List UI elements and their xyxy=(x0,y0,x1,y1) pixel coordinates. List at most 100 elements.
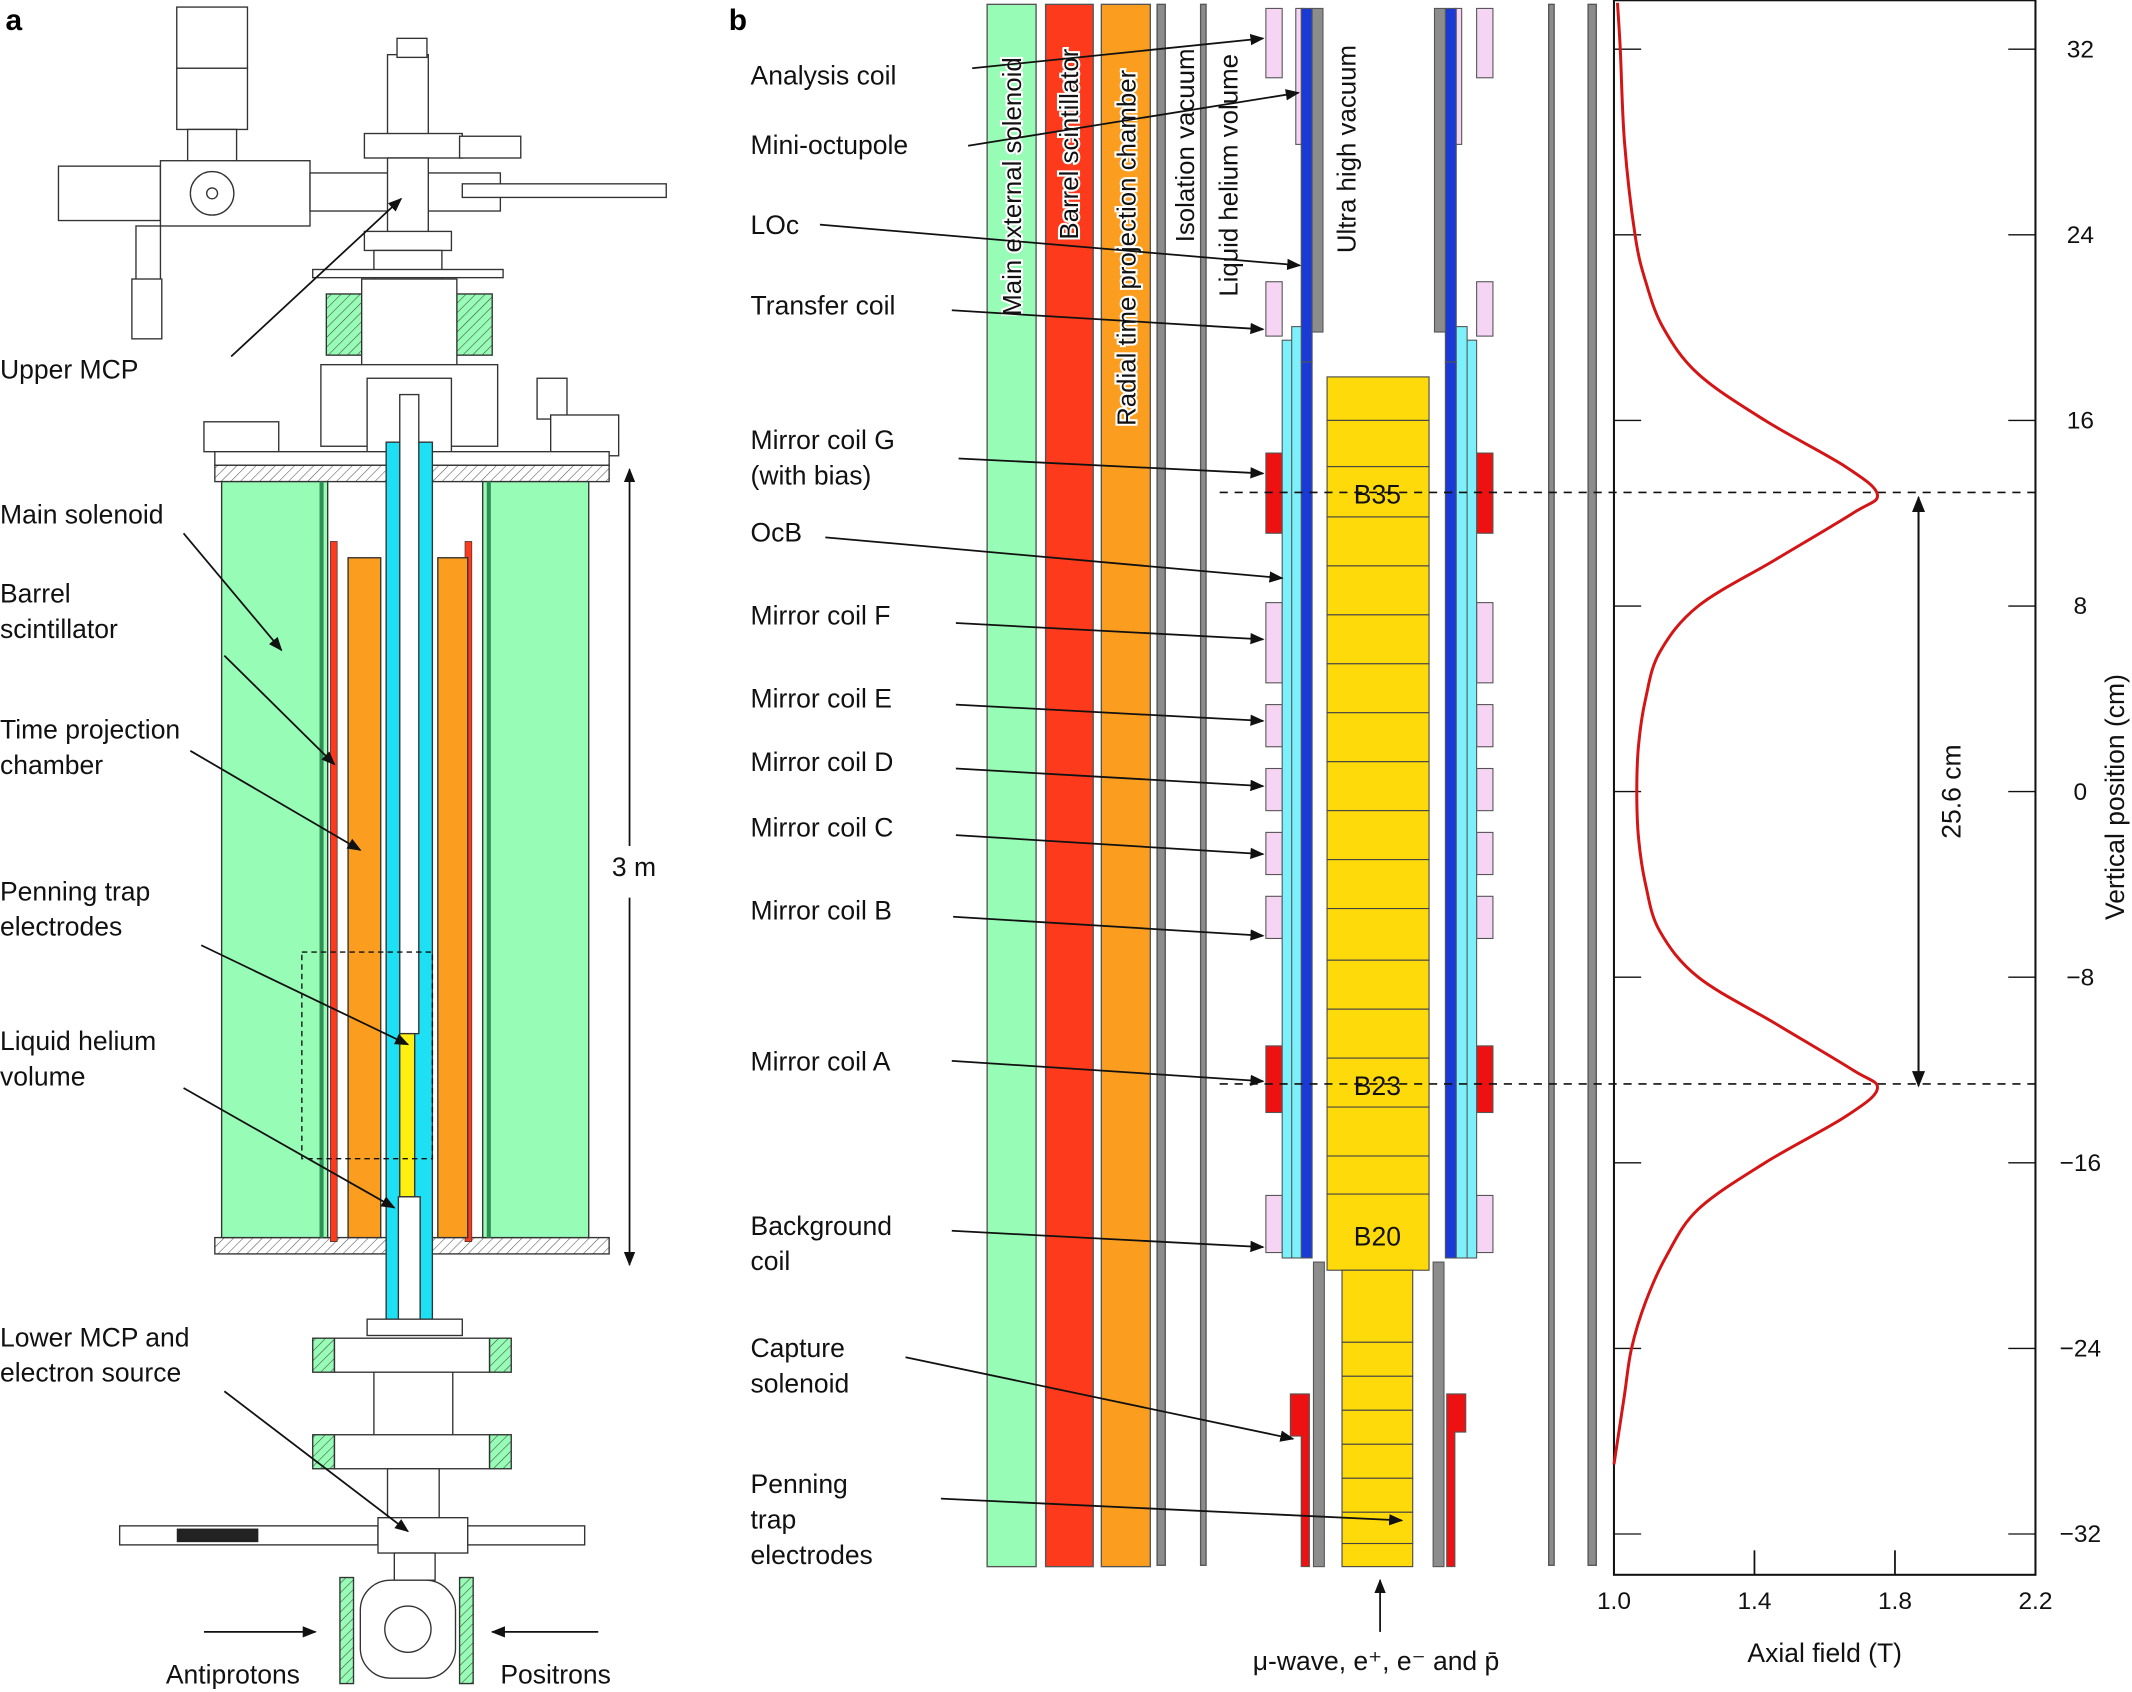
leader-arrow xyxy=(955,703,1265,726)
label-text: Mirror coil G (with bias) xyxy=(751,425,895,490)
leader-arrow xyxy=(972,34,1265,70)
label-line: electrodes xyxy=(0,912,122,942)
electrode xyxy=(1326,761,1430,812)
label-liquid-helium-volume: Liquid helium volume xyxy=(0,1026,396,1209)
electrode xyxy=(1341,1477,1414,1513)
label-line: Mirror coil A xyxy=(751,1046,891,1076)
electrode xyxy=(1341,1409,1414,1445)
label-line: Mirror coil F xyxy=(751,600,891,630)
mirror-coil-a-left xyxy=(1265,1045,1283,1114)
leader-arrow xyxy=(955,622,1265,645)
y-tick-label: 8 xyxy=(2074,593,2088,620)
transfer-coil-right xyxy=(1476,281,1494,337)
electrode xyxy=(1326,1057,1430,1108)
label-line: electron source xyxy=(0,1358,181,1388)
antiprotons-label: Antiprotons xyxy=(166,1660,300,1690)
label-lower-mcp: Lower MCP and electron source xyxy=(0,1322,410,1533)
label-text: Time projection chamber xyxy=(0,715,180,780)
tpc-band xyxy=(1100,3,1151,1568)
y-tick-label: −32 xyxy=(2060,1521,2102,1548)
leader-arrow xyxy=(223,655,336,766)
mirror-coil-c-left xyxy=(1265,831,1283,876)
uhv-wall-left xyxy=(1312,1261,1325,1568)
leader-arrow xyxy=(905,1356,1295,1442)
panel-a: a xyxy=(0,4,667,1690)
electrode xyxy=(1326,1155,1430,1195)
electrode xyxy=(1341,1269,1414,1343)
leader-arrow xyxy=(955,767,1265,792)
label-mirror-coil-e: Mirror coil E xyxy=(751,683,1265,726)
electrode xyxy=(1326,1008,1430,1059)
outer-wall xyxy=(1587,3,1597,1566)
background-coil-right xyxy=(1476,1194,1494,1254)
main-external-solenoid-band xyxy=(986,3,1037,1568)
label-text: Penning trap electrodes xyxy=(0,876,150,941)
electrode xyxy=(1326,1193,1430,1271)
label-line: Mirror coil E xyxy=(751,683,892,713)
electrode xyxy=(1326,1106,1430,1157)
label-line: Mirror coil C xyxy=(751,812,894,842)
label-penning-trap-electrodes: Penning trap electrodes xyxy=(751,1469,1404,1570)
leader-arrow xyxy=(230,197,403,358)
label-transfer-coil: Transfer coil xyxy=(751,290,1265,335)
barrel-scintillator-band xyxy=(1044,3,1094,1568)
positrons-label: Positrons xyxy=(500,1660,610,1690)
electrode xyxy=(1341,1443,1414,1479)
label-text: Mini-octupole xyxy=(751,130,909,160)
analysis-coil-left xyxy=(1265,7,1283,79)
band-label: Isolation vacuum xyxy=(1172,48,1200,242)
electrode xyxy=(1326,419,1430,468)
label-text: Barrel scintillator xyxy=(0,579,118,644)
beam-label: μ-wave, e⁺, e⁻ and p̄ xyxy=(1253,1646,1500,1676)
electrode-label-upper_peak: B35 xyxy=(1354,479,1401,509)
x-axis-label: Axial field (T) xyxy=(1747,1638,1902,1668)
trap-cross-section: B35 B23 B20 xyxy=(1219,7,2036,1568)
label-line: OcB xyxy=(751,517,803,547)
label-line: Transfer coil xyxy=(751,290,896,320)
octupole-right xyxy=(1444,7,1457,363)
leader-arrow xyxy=(951,309,1265,335)
label-mirror-coil-c: Mirror coil C xyxy=(751,812,1265,860)
x-tick-label: 1.4 xyxy=(1737,1588,1771,1615)
label-line: Barrel xyxy=(0,579,71,609)
leader-arrow xyxy=(955,834,1265,860)
leader-arrow xyxy=(953,915,1265,941)
scale-label: 3 m xyxy=(612,852,656,882)
label-capture-solenoid: Capture solenoid xyxy=(751,1333,1295,1442)
label-line: Capture xyxy=(751,1333,845,1363)
transfer-coil-left xyxy=(1265,281,1283,337)
leader-arrow xyxy=(183,1087,396,1209)
label-text: Lower MCP and electron source xyxy=(0,1322,190,1387)
electrode xyxy=(1326,565,1430,616)
label-analysis-coil: Analysis coil xyxy=(751,34,1265,91)
label-text: Analysis coil xyxy=(751,61,897,91)
label-text: Capture solenoid xyxy=(751,1333,850,1398)
label-barrel-scintillator: Barrel scintillator xyxy=(0,579,336,766)
x-tick-label: 1.8 xyxy=(1878,1588,1912,1615)
radial-layers xyxy=(986,3,1597,1568)
y-tick-label: 16 xyxy=(2067,408,2094,435)
label-mirror-coil-f: Mirror coil F xyxy=(751,600,1265,645)
leader-arrow xyxy=(951,1229,1265,1253)
electrode-label-lower_peak: B23 xyxy=(1354,1071,1401,1101)
isolation-vacuum-wall xyxy=(1156,3,1166,1566)
label-mirror-coil-d: Mirror coil D xyxy=(751,747,1265,792)
label-mini-octupole: Mini-octupole xyxy=(751,89,1300,160)
leader-arrow xyxy=(967,89,1300,147)
band-label: Barrel scintillator xyxy=(1056,48,1084,239)
leader-arrow xyxy=(182,532,283,652)
y-tick-label: 24 xyxy=(2067,222,2094,249)
label-line: Mirror coil D xyxy=(751,747,894,777)
band-labels: Main external solenoid Barrel scintillato… xyxy=(997,45,1362,428)
leader-arrow xyxy=(825,536,1284,583)
axial-field-curve xyxy=(1612,2,1879,1465)
panel-a-letter: a xyxy=(5,4,22,37)
label-line: coil xyxy=(751,1246,791,1276)
label-main-solenoid: Main solenoid xyxy=(0,500,283,652)
label-line: Analysis coil xyxy=(751,61,897,91)
x-tick-label: 2.2 xyxy=(2018,1588,2052,1615)
panel-b-letter: b xyxy=(729,4,747,37)
label-text: Background coil xyxy=(751,1211,892,1276)
label-text: Mirror coil B xyxy=(751,895,892,925)
